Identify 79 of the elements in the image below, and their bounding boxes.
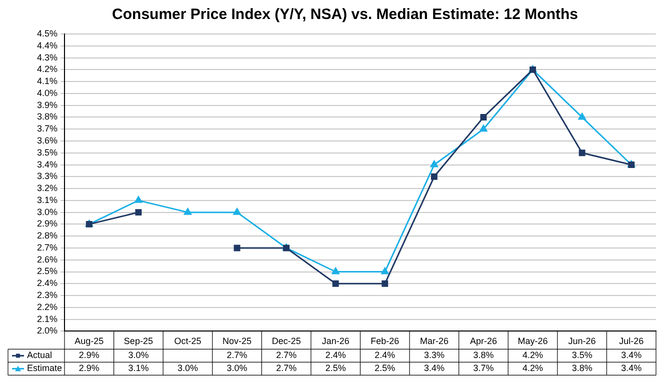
y-tick-label: 2.3% <box>37 290 58 300</box>
y-tick-label: 2.2% <box>37 302 58 312</box>
data-label: 4.2% <box>522 350 544 360</box>
x-tick-label: May-26 <box>518 336 548 346</box>
y-tick-label: 2.6% <box>37 254 58 264</box>
y-tick-label: 2.8% <box>37 230 58 241</box>
point <box>480 114 487 120</box>
x-tick-label: Jan-26 <box>322 336 350 346</box>
point <box>480 124 488 132</box>
point <box>430 160 438 168</box>
data-label: 4.2% <box>522 363 544 374</box>
x-tick-label: Nov-25 <box>222 336 252 346</box>
y-tick-label: 3.2% <box>37 183 58 194</box>
point <box>332 280 339 287</box>
y-tick-label: 3.5% <box>37 147 58 158</box>
point <box>381 268 389 274</box>
y-tick-label: 4.5% <box>37 28 58 38</box>
x-tick-label: Jun-26 <box>568 336 596 346</box>
y-tick-label: 3.6% <box>37 135 58 146</box>
x-tick-label: Feb-26 <box>370 336 400 346</box>
data-label: 3.8% <box>473 350 494 360</box>
data-label: 3.0% <box>226 363 248 374</box>
data-label: 2.7% <box>226 350 248 360</box>
point <box>430 173 438 180</box>
point <box>382 280 388 287</box>
data-label: 2.4% <box>325 350 346 360</box>
y-tick-label: 4.4% <box>37 40 58 50</box>
point <box>135 209 142 216</box>
point <box>332 268 340 274</box>
data-label: 3.4% <box>621 363 642 374</box>
legend-label: Actual <box>27 350 52 360</box>
legend-label: Estimate <box>27 363 62 374</box>
y-tick-label: 2.0% <box>37 326 58 336</box>
y-tick-label: 3.7% <box>37 124 58 134</box>
data-label: 2.7% <box>276 363 297 374</box>
data-label: 2.7% <box>276 350 297 360</box>
data-label: 3.8% <box>572 363 592 374</box>
data-label: 3.0% <box>177 363 198 374</box>
x-tick-label: Sep-25 <box>124 336 153 346</box>
point <box>578 150 586 156</box>
x-tick-label: Dec-25 <box>272 336 301 346</box>
y-tick-label: 4.3% <box>37 52 58 62</box>
x-tick-label: Apr-26 <box>470 336 497 346</box>
y-tick-label: 2.5% <box>37 266 58 276</box>
point <box>233 208 241 215</box>
point <box>134 196 142 203</box>
point <box>578 112 586 120</box>
data-label: 2.5% <box>325 363 346 374</box>
y-tick-label: 3.1% <box>37 194 58 205</box>
y-tick-label: 3.8% <box>37 112 58 122</box>
x-tick-label: Jul-26 <box>619 336 644 346</box>
data-label: 3.7% <box>473 363 494 374</box>
data-label: 2.4% <box>374 350 396 360</box>
chart-title: Consumer Price Index (Y/Y, NSA) vs. Median Estimate: 12 Months <box>112 6 578 24</box>
y-tick-label: 4.0% <box>37 88 58 98</box>
y-tick-label: 4.1% <box>37 76 58 86</box>
y-tick-label: 2.1% <box>37 314 58 324</box>
y-tick-label: 2.4% <box>37 278 58 288</box>
data-label: 3.5% <box>572 350 592 360</box>
y-tick-label: 2.7% <box>37 242 58 252</box>
x-tick-label: Oct-25 <box>174 336 202 346</box>
data-label: 2.9% <box>78 363 100 374</box>
data-label: 2.9% <box>78 350 100 360</box>
point <box>234 244 240 252</box>
y-tick-label: 3.4% <box>37 159 58 170</box>
data-label: 3.3% <box>424 350 444 360</box>
y-tick-label: 2.9% <box>37 218 58 229</box>
y-tick-label: 4.2% <box>37 64 58 74</box>
x-tick-label: Aug-25 <box>74 336 104 346</box>
data-label: 3.4% <box>621 350 642 360</box>
data-label: 2.5% <box>374 363 396 374</box>
data-label: 3.4% <box>424 363 444 374</box>
data-label: 3.0% <box>128 350 149 360</box>
x-tick-label: Mar-26 <box>420 336 448 346</box>
y-tick-label: 3.9% <box>37 100 58 110</box>
y-tick-label: 3.0% <box>37 206 58 217</box>
data-label: 3.1% <box>128 363 149 374</box>
point <box>184 208 192 215</box>
y-tick-label: 3.3% <box>37 171 58 182</box>
